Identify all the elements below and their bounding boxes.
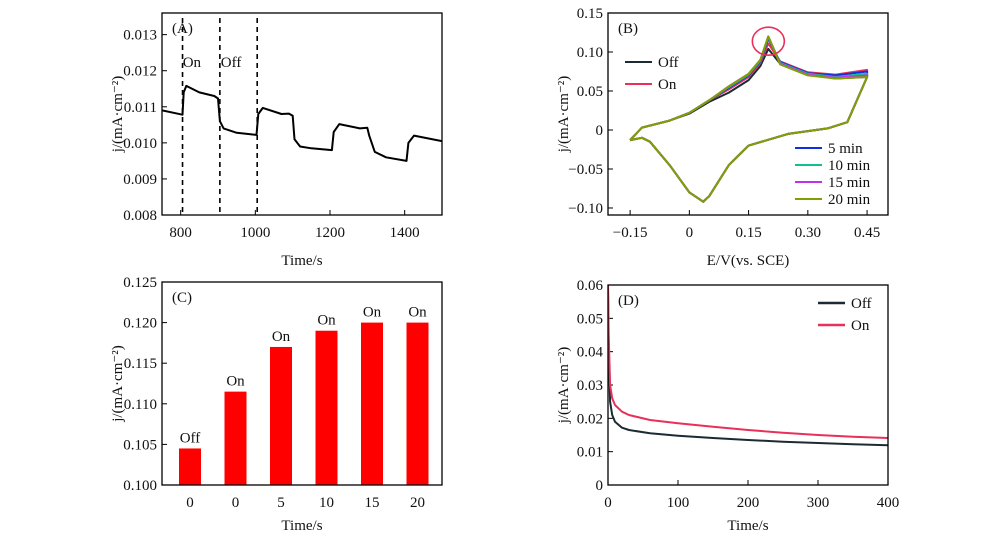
y-tick-label: 0.010: [123, 136, 157, 152]
y-tick-label: 0.05: [577, 311, 603, 327]
plot-frame: [607, 284, 889, 486]
plot-frame: [161, 12, 443, 216]
y-tick-label: 0.15: [577, 6, 603, 22]
y-tick-label: −0.05: [568, 162, 603, 178]
x-tick-label: 0: [186, 495, 194, 511]
legend-label: 15 min: [828, 175, 871, 191]
panel-label: (B): [618, 21, 638, 37]
y-axis-label: j/(mA·cm⁻²): [110, 76, 126, 154]
legend-label: On: [658, 77, 677, 93]
y-tick-label: 0.110: [124, 397, 157, 413]
y-tick-label: 0.10: [577, 45, 603, 61]
bar: [270, 346, 292, 485]
bar-label: On: [226, 374, 245, 390]
y-tick-label: 0.012: [123, 64, 157, 80]
y-axis-label: j/(mA·cm⁻²): [556, 76, 572, 154]
y-tick-label: 0.04: [577, 345, 604, 361]
series-line-on: [608, 285, 888, 439]
legend-label: Off: [851, 296, 872, 312]
y-tick-label: 0.100: [123, 478, 157, 494]
series-line-20-min: [629, 35, 869, 203]
bar: [406, 322, 429, 485]
legend-label: 20 min: [828, 192, 871, 208]
bar: [361, 322, 383, 485]
y-tick-label: 0.05: [577, 84, 603, 100]
panel-a: 0.008 0.009 0.010 0.011 0.012 0.013 800 1000 120…: [110, 12, 443, 269]
y-tick-label: 0.011: [124, 100, 157, 116]
x-tick-label: 200: [737, 495, 760, 511]
panel-c: 0.100 0.105 0.110 0.115 0.120 0.125 Off 0 On 0 On 5…: [110, 275, 443, 534]
legend-label: On: [851, 318, 870, 334]
x-tick-label: 1400: [390, 225, 420, 241]
x-tick-label: 0.15: [735, 225, 761, 241]
y-tick-label: 0.06: [577, 278, 604, 294]
panel-b: 0.15 0.10 0.05 0 −0.05 −0.10 −0.15 0 0.15 0.30 0.4…: [556, 6, 889, 269]
y-tick-label: 0.120: [123, 316, 157, 332]
x-tick-label: 10: [319, 495, 334, 511]
panel-d: 0 0.01 0.02 0.03 0.04 0.05 0.06 0 100 200 300 400 (D…: [556, 278, 899, 534]
plot-frame: [161, 281, 443, 486]
x-tick-label: 20: [410, 495, 425, 511]
x-tick-label: 15: [365, 495, 380, 511]
y-tick-label: 0.115: [124, 356, 157, 372]
x-tick-label: 0.30: [795, 225, 821, 241]
x-tick-label: 300: [807, 495, 830, 511]
x-tick-label: 400: [877, 495, 900, 511]
plot-frame: [607, 12, 889, 216]
series-line: [162, 84, 442, 162]
x-axis-label: Time/s: [281, 518, 322, 534]
panel-label: (C): [172, 290, 192, 306]
bar-label: On: [363, 305, 382, 321]
y-tick-label: 0.125: [123, 275, 157, 291]
bar: [179, 448, 201, 485]
x-axis-label: Time/s: [727, 518, 768, 534]
annotation: Off: [221, 55, 242, 71]
y-tick-label: 0.009: [123, 172, 157, 188]
y-tick-label: −0.10: [568, 201, 603, 217]
highlight-circle: [751, 26, 786, 56]
bar-label: Off: [180, 430, 201, 446]
bar-label: On: [272, 329, 291, 345]
bar: [224, 391, 247, 485]
legend-label: 5 min: [828, 141, 863, 157]
y-tick-label: 0.008: [123, 208, 157, 224]
x-tick-label: −0.15: [613, 225, 648, 241]
bar-label: On: [408, 305, 427, 321]
y-tick-label: 0.01: [577, 445, 603, 461]
panel-label: (D): [618, 293, 639, 309]
y-tick-label: 0.03: [577, 378, 603, 394]
series-line-off: [608, 285, 888, 447]
x-tick-label: 5: [277, 495, 285, 511]
x-tick-label: 1200: [315, 225, 345, 241]
x-tick-label: 0: [604, 495, 612, 511]
bar-label: On: [317, 313, 336, 329]
y-tick-label: 0: [596, 123, 604, 139]
x-tick-label: 100: [667, 495, 690, 511]
x-axis-label: E/V(vs. SCE): [707, 253, 790, 269]
y-axis-label: j/(mA·cm⁻²): [556, 347, 572, 425]
x-tick-label: 1000: [240, 225, 270, 241]
annotation: On: [183, 55, 202, 71]
legend-label: Off: [658, 55, 679, 71]
legend-label: 10 min: [828, 158, 871, 174]
x-tick-label: 800: [169, 225, 192, 241]
x-tick-label: 0: [232, 495, 240, 511]
y-tick-label: 0: [596, 478, 604, 494]
x-tick-label: 0: [686, 225, 694, 241]
y-tick-label: 0.02: [577, 411, 603, 427]
x-axis-label: Time/s: [281, 253, 322, 269]
bar: [315, 330, 338, 485]
x-tick-label: 0.45: [854, 225, 880, 241]
y-tick-label: 0.105: [123, 437, 157, 453]
y-axis-label: j/(mA·cm⁻²): [110, 345, 126, 423]
y-tick-label: 0.013: [123, 28, 157, 44]
